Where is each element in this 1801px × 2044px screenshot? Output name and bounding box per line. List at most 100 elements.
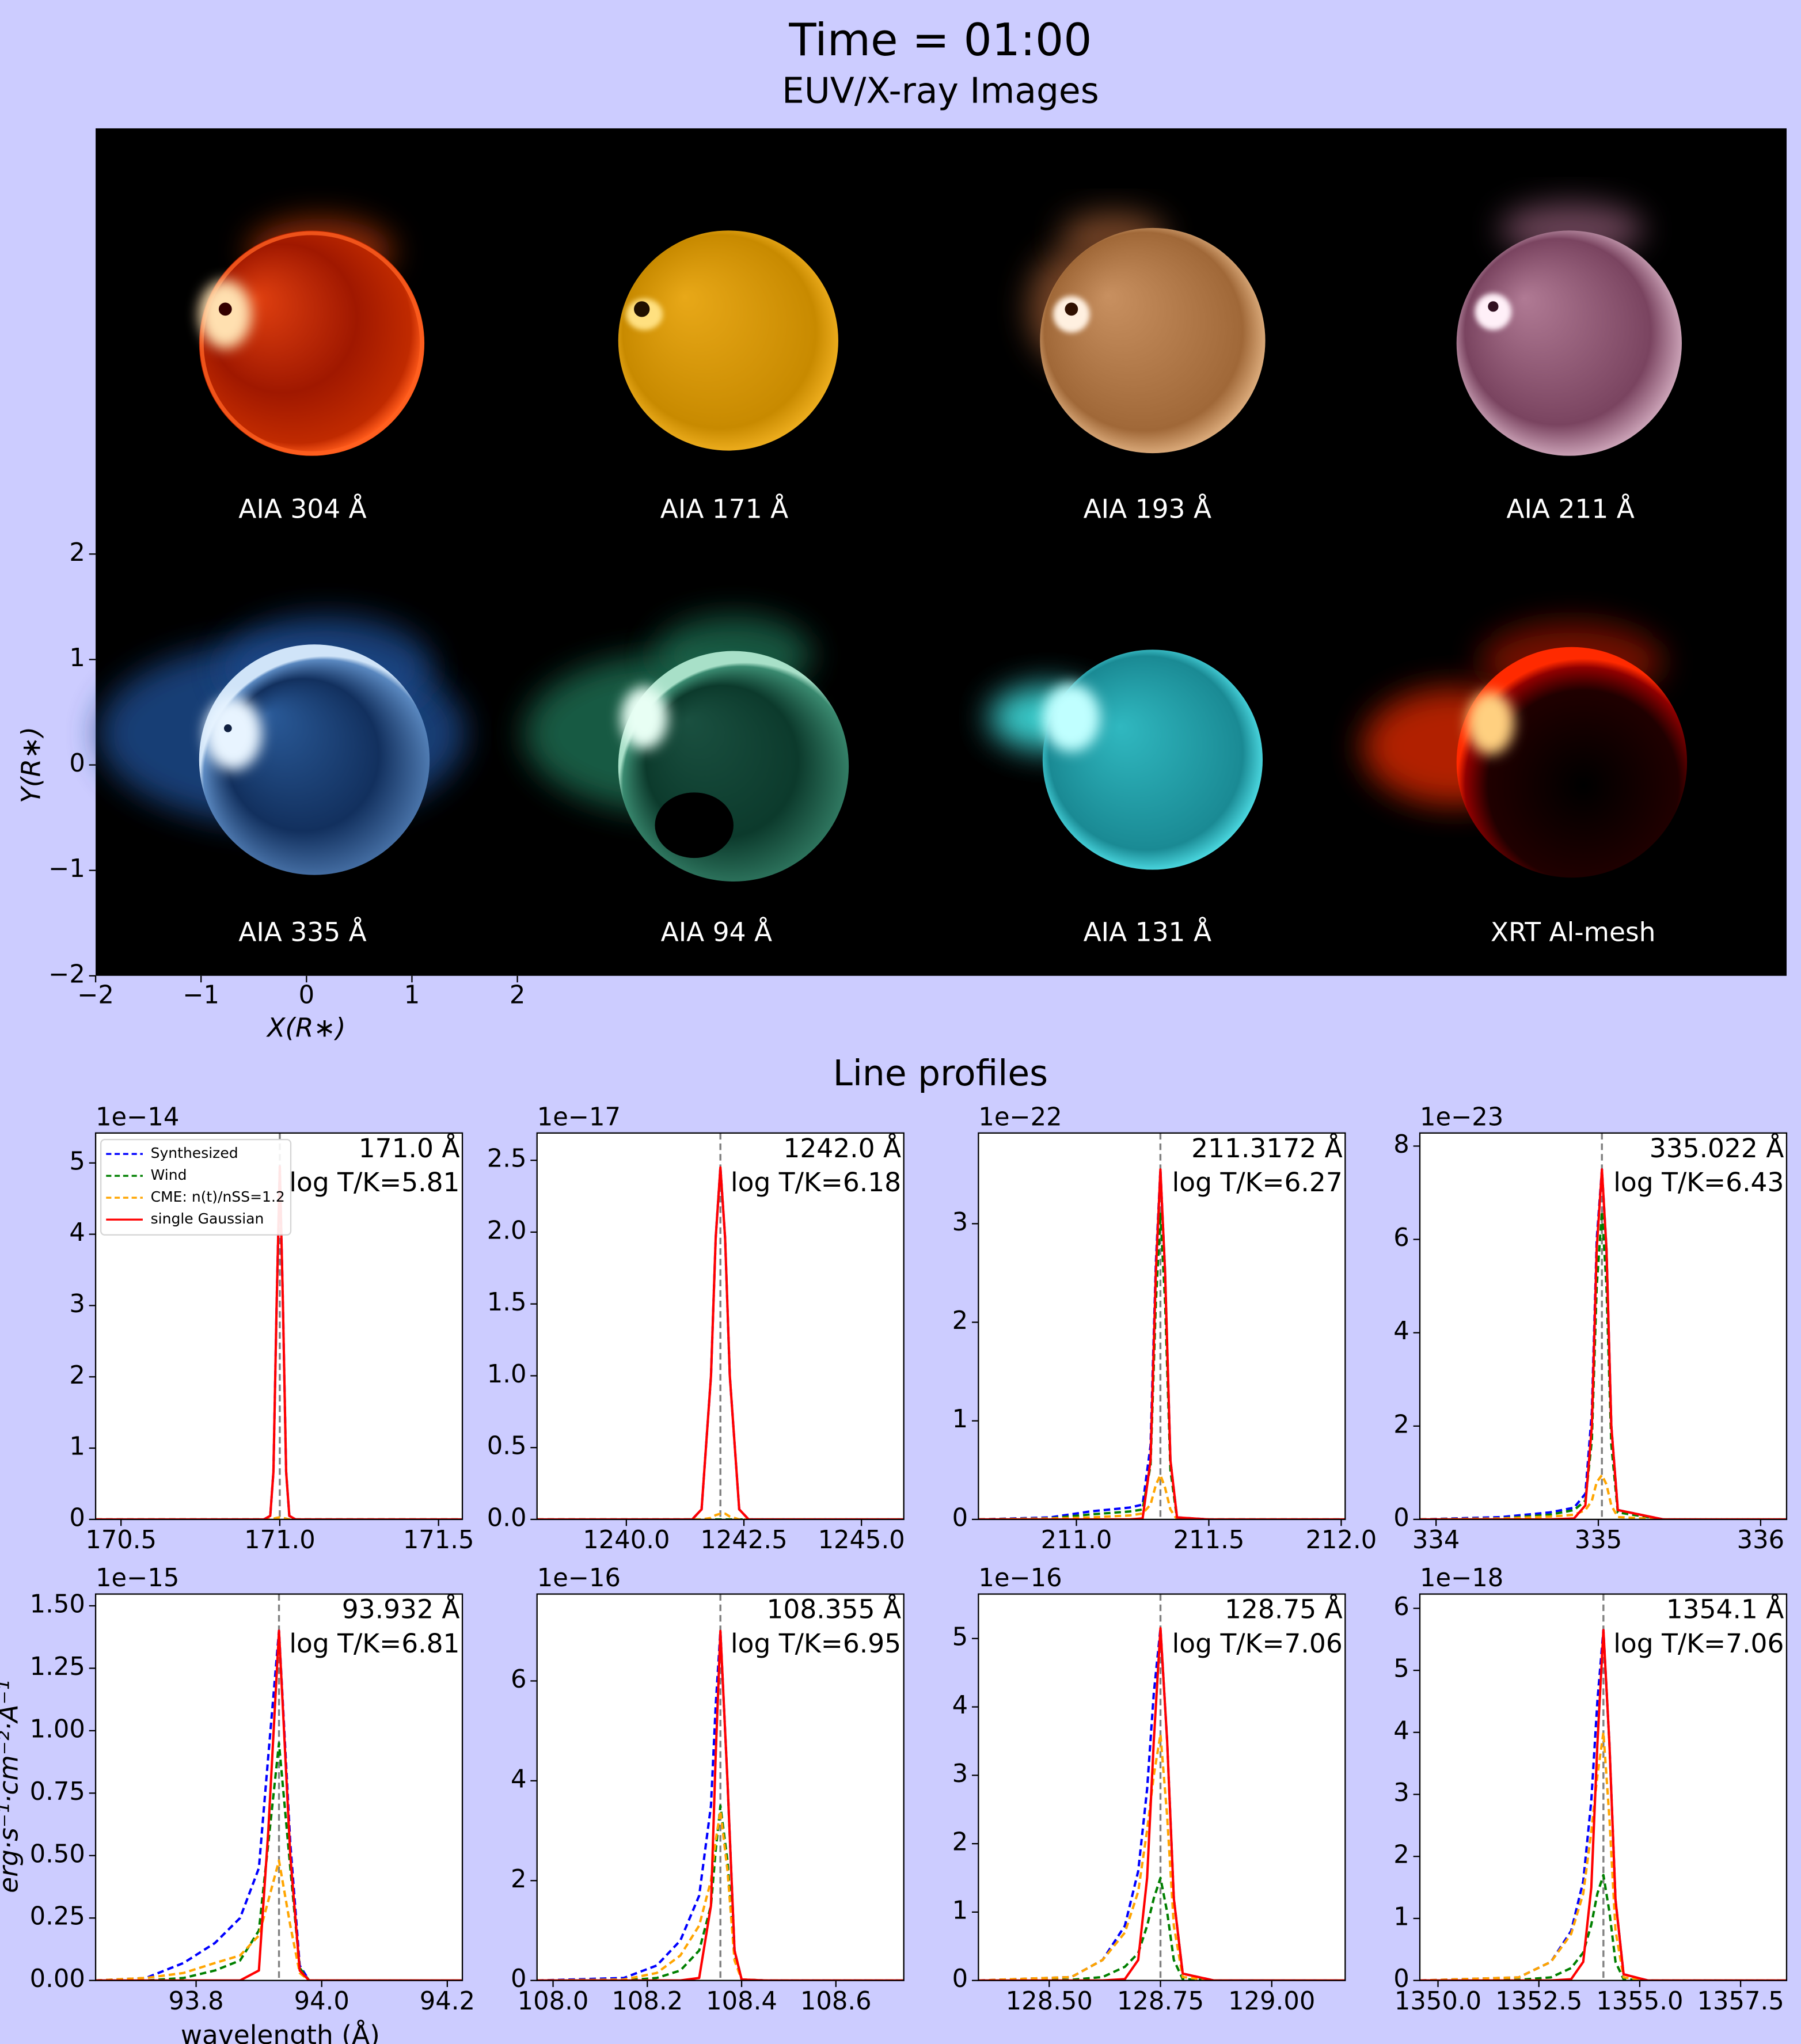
y-tick-label: 2 <box>952 1828 968 1857</box>
y-tick-label: 2 <box>69 538 85 567</box>
x-tick-label: −1 <box>183 981 219 1010</box>
y-tick-label: 1 <box>952 1405 968 1434</box>
x-tick-label: 128.50 <box>1006 1987 1093 2016</box>
figure-title: Time = 01:00 <box>788 14 1092 66</box>
offset-label: 1e−18 <box>1420 1564 1503 1593</box>
x-tick-label: 93.8 <box>168 1987 223 2016</box>
profiles-title: Line profiles <box>833 1053 1048 1094</box>
x-tick-label: 108.4 <box>706 1987 777 2016</box>
legend-label: Wind <box>151 1167 187 1183</box>
page: { "title": "Time = 01:00", "profiles_tit… <box>0 0 1801 2044</box>
sun-image <box>618 230 838 450</box>
image-label: AIA 131 Å <box>1084 917 1211 948</box>
image-label: AIA 304 Å <box>238 493 367 525</box>
x-tick-label: 128.75 <box>1117 1987 1204 2016</box>
y-tick-label: 0 <box>952 1503 968 1532</box>
x-tick-label: 94.2 <box>420 1987 475 2016</box>
offset-label: 1e−17 <box>537 1103 621 1131</box>
offset-label: 1e−14 <box>96 1103 179 1131</box>
y-tick-label: 5 <box>69 1147 85 1176</box>
y-tick-label: 2 <box>69 1361 85 1390</box>
offset-label: 1e−16 <box>537 1564 621 1593</box>
y-tick-label: 0 <box>69 1503 85 1532</box>
x-axis-label: wavelength (Å) <box>181 2019 380 2044</box>
y-tick-label: 4 <box>952 1691 968 1720</box>
x-tick-label: 335 <box>1575 1526 1622 1555</box>
annotation: 108.355 Å <box>766 1594 901 1625</box>
figure: Time = 01:00 EUV/X-ray Images <box>0 0 1801 2044</box>
x-tick-label: 129.00 <box>1228 1987 1315 2016</box>
y-axis-label: Y(R∗) <box>16 727 46 803</box>
y-tick-label: 1 <box>69 644 85 673</box>
annotation: 128.75 Å <box>1225 1594 1343 1625</box>
line-chart: 334335336024681e−23335.022 Ålog T/K=6.43 <box>1393 1103 1787 1555</box>
y-tick-label: 2 <box>1393 1410 1409 1439</box>
y-tick-label: 3 <box>952 1208 968 1237</box>
y-tick-label: 0.5 <box>487 1432 527 1461</box>
line-chart: 93.8 94.0 94.2 0.00 0.25 0.50 0.75 1.00 1.25 1.50… <box>30 1564 475 2016</box>
y-tick-label: 2 <box>1393 1841 1409 1870</box>
annotation: log T/K=7.06 <box>1172 1628 1343 1659</box>
annotation: log T/K=6.43 <box>1613 1167 1784 1198</box>
y-tick-label: 1 <box>69 1433 85 1461</box>
x-tick-label: 1240.0 <box>583 1526 670 1555</box>
x-tick-label: 212.0 <box>1306 1526 1377 1555</box>
annotation: 211.3172 Å <box>1191 1133 1343 1164</box>
y-tick-label: 4 <box>69 1218 85 1247</box>
y-tick-label: 1.0 <box>487 1360 527 1389</box>
legend-label: CME: n(t)/nSS=1.2 <box>151 1188 285 1205</box>
x-tick-label: 170.5 <box>85 1526 157 1555</box>
offset-label: 1e−23 <box>1420 1103 1503 1131</box>
x-tick-label: 94.0 <box>294 1987 349 2016</box>
y-tick-label: 1.25 <box>30 1652 85 1681</box>
image-label: XRT Al-mesh <box>1491 917 1656 948</box>
x-tick-label: 0 <box>299 981 315 1010</box>
line-chart: 128.50128.75129.000123451e−16128.75 Ålog… <box>952 1564 1346 2016</box>
y-tick-label: 0 <box>952 1965 968 1993</box>
line-chart: 1350.01352.51355.01357.501234561e−181354… <box>1393 1564 1787 2016</box>
offset-label: 1e−16 <box>978 1564 1062 1593</box>
y-tick-label: 5 <box>952 1623 968 1651</box>
images-title: EUV/X-ray Images <box>782 71 1099 112</box>
annotation: log T/K=6.95 <box>731 1628 901 1659</box>
y-tick-label: 0 <box>69 749 85 778</box>
x-tick-label: 211.0 <box>1041 1526 1112 1555</box>
x-tick-label: 334 <box>1412 1526 1460 1555</box>
y-tick-label: 1.50 <box>30 1590 85 1619</box>
y-tick-label: 2.0 <box>487 1216 527 1245</box>
y-tick-label: 0.25 <box>30 1902 85 1931</box>
x-tick-label: 336 <box>1737 1526 1784 1555</box>
y-tick-label: 4 <box>1393 1716 1409 1745</box>
y-tick-label: 4 <box>1393 1317 1409 1346</box>
annotation: log T/K=6.18 <box>731 1167 901 1198</box>
y-tick-label: 0 <box>1393 1965 1409 1993</box>
legend-label: single Gaussian <box>151 1210 264 1227</box>
image-label: AIA 211 Å <box>1506 493 1635 525</box>
y-tick-label: 0.75 <box>30 1777 85 1806</box>
y-tick-label: 8 <box>1393 1130 1409 1159</box>
image-label: AIA 193 Å <box>1084 493 1211 525</box>
y-tick-label: 1.00 <box>30 1715 85 1743</box>
y-tick-label: 0.50 <box>30 1840 85 1868</box>
image-label: AIA 335 Å <box>238 917 367 948</box>
annotation: 93.932 Å <box>342 1594 460 1625</box>
x-tick-label: 1357.5 <box>1697 1987 1784 2016</box>
x-tick-label: 2 <box>510 981 526 1010</box>
y-tick-label: 1.5 <box>487 1288 527 1317</box>
y-tick-label: 3 <box>1393 1779 1409 1807</box>
y-tick-label: 0.00 <box>30 1965 85 1993</box>
annotation: log T/K=6.81 <box>289 1628 459 1659</box>
y-axis-label: erg·s⁻¹·cm⁻²·Å⁻¹ <box>0 1680 24 1893</box>
annotation: log T/K=6.27 <box>1172 1167 1343 1198</box>
y-tick-label: 2.5 <box>487 1145 527 1173</box>
x-tick-label: 171.5 <box>403 1526 474 1555</box>
x-tick-label: 108.2 <box>611 1987 683 2016</box>
x-tick-label: 1352.5 <box>1495 1987 1582 2016</box>
annotation: 335.022 Å <box>1650 1133 1784 1164</box>
x-tick-label: 1355.0 <box>1596 1987 1683 2016</box>
x-tick-label: 108.6 <box>800 1987 872 2016</box>
